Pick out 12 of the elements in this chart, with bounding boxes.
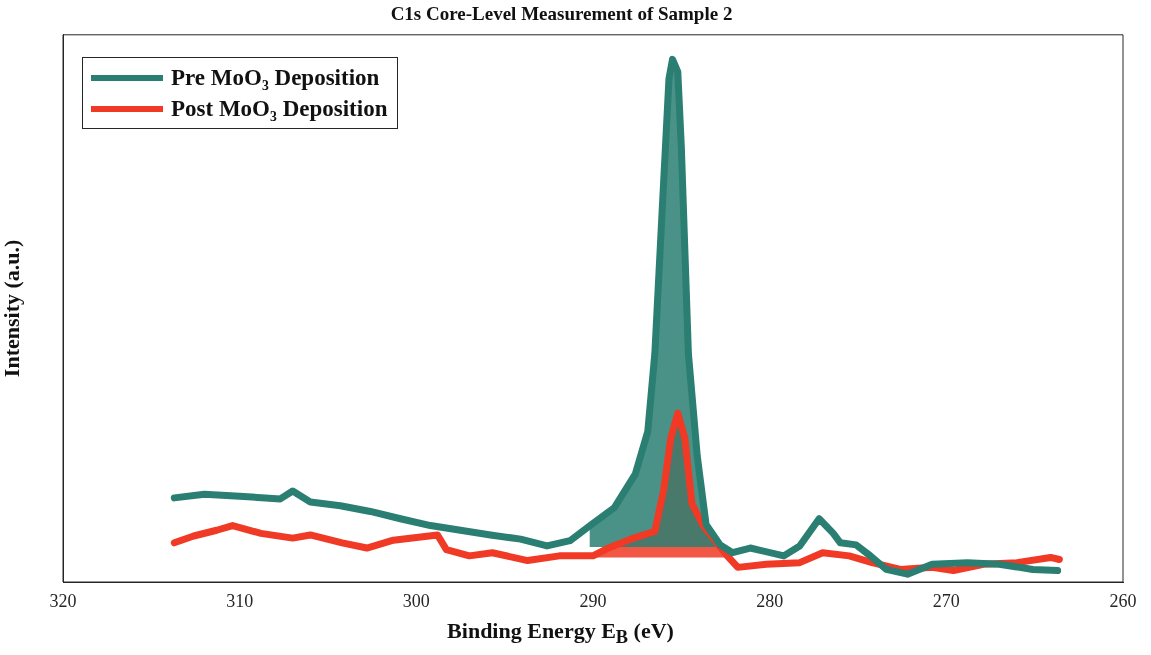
legend-label: Pre MoO₃ Deposition [171,64,380,91]
x-tick-label: 320 [49,590,77,611]
x-tick-label: 310 [226,590,254,611]
x-tick-label: 260 [1109,590,1137,611]
chart-title: C1s Core-Level Measurement of Sample 2 [390,3,733,25]
x-tick-label: 290 [579,590,607,611]
legend-label: Post MoO₃ Deposition [171,95,388,122]
x-tick-label: 280 [756,590,784,611]
x-axis-title: Binding Energy E$_{B}$ (eV) [446,618,675,649]
x-tick-label: 270 [932,590,960,611]
y-axis-title: Intensity (a.u.) [0,239,24,378]
x-tick-label: 300 [402,590,430,611]
